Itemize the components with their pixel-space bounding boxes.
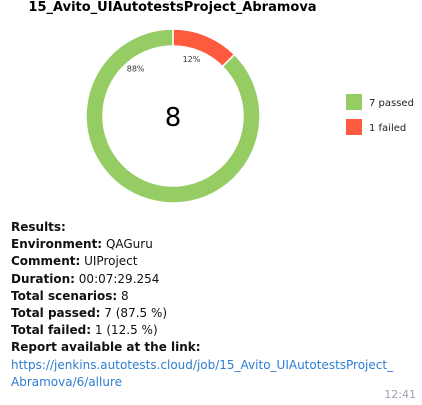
total-scenarios-line: Total scenarios: 8 (11, 288, 415, 305)
total-passed-value: 7 (87.5 %) (104, 306, 168, 321)
percent-label-passed: 88% (127, 65, 145, 74)
total-passed-label: Total passed: (11, 306, 101, 321)
percent-label-failed: 12% (183, 55, 201, 64)
environment-line: Environment: QAGuru (11, 236, 415, 253)
total-failed-label: Total failed: (11, 323, 92, 338)
total-failed-value: 1 (12.5 %) (94, 323, 158, 338)
center-total-label: 8 (165, 103, 182, 133)
report-message: Results: Environment: QAGuru Comment: UI… (11, 219, 415, 391)
total-scenarios-label: Total scenarios: (11, 288, 118, 303)
comment-value: UIProject (84, 254, 138, 269)
legend-swatch-failed (346, 119, 362, 135)
link-label: Report available at the link: (11, 340, 201, 355)
comment-line: Comment: UIProject (11, 253, 415, 270)
environment-label: Environment: (11, 237, 103, 252)
donut-chart: 8 12% 88% 7 passed 1 failed (85, 28, 414, 204)
total-scenarios-value: 8 (121, 288, 129, 303)
comment-label: Comment: (11, 254, 81, 269)
allure-chart: 15_Avito_UIAutotestsProject_Abramova 8 1… (28, 0, 414, 204)
duration-value: 00:07:29.254 (78, 271, 160, 286)
results-heading: Results: (11, 220, 66, 234)
legend-label-passed: 7 passed (369, 98, 414, 109)
legend-swatch-passed (346, 94, 362, 110)
donut-slices (85, 28, 261, 204)
total-failed-line: Total failed: 1 (12.5 %) (11, 322, 415, 339)
duration-line: Duration: 00:07:29.254 (11, 271, 415, 288)
allure-report-link[interactable]: https://jenkins.autotests.cloud/job/15_A… (11, 357, 394, 389)
environment-value: QAGuru (105, 237, 153, 252)
legend-label-failed: 1 failed (369, 123, 406, 134)
percent-labels: 12% 88% (127, 55, 201, 74)
message-timestamp: 12:41 (384, 388, 416, 401)
chart-legend: 7 passed 1 failed (346, 94, 414, 135)
slice-passed (85, 28, 261, 204)
duration-label: Duration: (11, 271, 75, 286)
chart-title: 15_Avito_UIAutotestsProject_Abramova (28, 0, 317, 15)
total-passed-line: Total passed: 7 (87.5 %) (11, 305, 415, 322)
